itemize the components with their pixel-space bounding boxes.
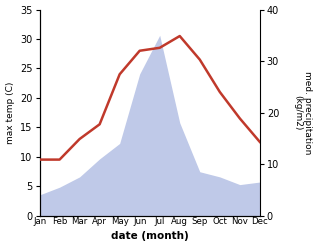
Y-axis label: med. precipitation
(kg/m2): med. precipitation (kg/m2) (293, 71, 313, 154)
X-axis label: date (month): date (month) (111, 231, 189, 242)
Y-axis label: max temp (C): max temp (C) (5, 81, 15, 144)
